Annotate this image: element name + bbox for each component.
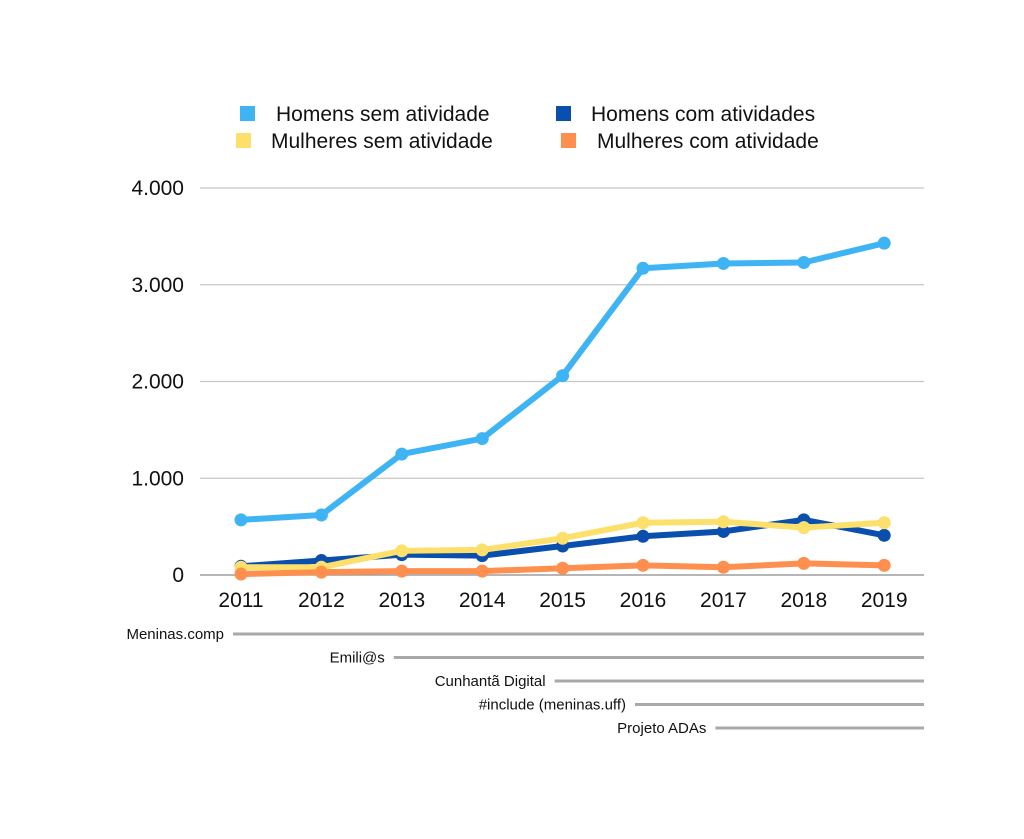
data-point-mulheres-sem-atividade-2017 (716, 515, 730, 529)
data-point-homens-sem-atividade-2018 (797, 255, 811, 269)
x-tick-label-2016: 2016 (620, 589, 667, 612)
y-tick-label: 2.000 (131, 371, 184, 394)
data-point-homens-sem-atividade-2014 (475, 432, 489, 446)
x-tick-label-2019: 2019 (861, 589, 908, 612)
legend-label-homens-com-atividades: Homens com atividades (591, 103, 815, 126)
data-point-homens-sem-atividade-2011 (234, 513, 248, 527)
data-point-homens-sem-atividade-2017 (716, 256, 730, 270)
data-point-mulheres-com-atividade-2016 (636, 558, 650, 572)
data-point-homens-com-atividades-2019 (877, 528, 891, 542)
data-point-homens-com-atividades-2016 (636, 529, 650, 543)
data-point-mulheres-sem-atividade-2013 (395, 544, 409, 558)
timeline-label-projeto-adas: Projeto ADAs (617, 720, 706, 737)
x-tick-label-2012: 2012 (298, 589, 345, 612)
x-tick-label-2015: 2015 (539, 589, 586, 612)
data-point-mulheres-com-atividade-2018 (797, 556, 811, 570)
data-point-mulheres-sem-atividade-2014 (475, 543, 489, 557)
data-point-mulheres-sem-atividade-2016 (636, 516, 650, 530)
series-mulheres-com-atividade (234, 556, 891, 581)
data-point-mulheres-com-atividade-2015 (556, 561, 570, 575)
y-tick-label: 1.000 (131, 467, 184, 490)
data-point-homens-com-atividades-2017 (716, 524, 730, 538)
data-point-homens-sem-atividade-2012 (314, 508, 328, 522)
legend: Homens sem atividade Homens com atividade… (236, 103, 819, 153)
y-tick-label: 3.000 (131, 274, 184, 297)
legend-swatch-mulheres-com-atividade (561, 133, 576, 148)
legend-swatch-homens-com-atividades (556, 106, 571, 121)
x-tick-label-2011: 2011 (218, 589, 263, 612)
data-point-mulheres-sem-atividade-2015 (556, 531, 570, 545)
initiatives-timeline: Meninas.comp Emili@s Cunhantã Digital #incl… (126, 626, 924, 737)
timeline-label--include-meninas-uff-: #include (meninas.uff) (479, 697, 626, 714)
legend-swatch-mulheres-sem-atividade (236, 133, 251, 148)
data-point-mulheres-com-atividade-2017 (716, 560, 730, 574)
data-point-homens-sem-atividade-2015 (556, 369, 570, 383)
legend-label-mulheres-sem-atividade: Mulheres sem atividade (271, 130, 493, 153)
x-axis: 2011 2012 2013 2014 2015 2016 2017 2018 2019 (218, 589, 907, 612)
legend-label-homens-sem-atividade: Homens sem atividade (276, 103, 490, 126)
data-point-mulheres-com-atividade-2012 (314, 565, 328, 579)
series-homens-sem-atividade (234, 236, 891, 527)
x-tick-label-2014: 2014 (459, 589, 506, 612)
timeline-label-cunhant-digital: Cunhantã Digital (435, 673, 546, 690)
data-point-homens-sem-atividade-2016 (636, 261, 650, 275)
x-tick-label-2018: 2018 (780, 589, 827, 612)
data-point-homens-sem-atividade-2013 (395, 447, 409, 461)
data-point-homens-sem-atividade-2019 (877, 236, 891, 250)
legend-swatch-homens-sem-atividade (240, 106, 255, 121)
timeline-label-meninas-comp: Meninas.comp (126, 626, 224, 643)
data-point-mulheres-com-atividade-2019 (877, 558, 891, 572)
y-axis: 0 1.000 2.000 3.000 4.000 (131, 177, 184, 587)
data-point-mulheres-com-atividade-2013 (395, 564, 409, 578)
data-point-mulheres-sem-atividade-2019 (877, 516, 891, 530)
y-tick-label: 0 (172, 564, 184, 587)
legend-label-mulheres-com-atividade: Mulheres com atividade (597, 130, 819, 153)
series-layer (234, 236, 891, 581)
series-mulheres-sem-atividade (234, 515, 891, 574)
timeline-label-emili-s: Emili@s (330, 650, 385, 667)
data-point-mulheres-com-atividade-2014 (475, 564, 489, 578)
data-point-mulheres-com-atividade-2011 (234, 567, 248, 581)
data-point-mulheres-sem-atividade-2018 (797, 521, 811, 535)
x-tick-label-2013: 2013 (378, 589, 425, 612)
y-tick-label: 4.000 (131, 177, 184, 200)
x-tick-label-2017: 2017 (700, 589, 747, 612)
